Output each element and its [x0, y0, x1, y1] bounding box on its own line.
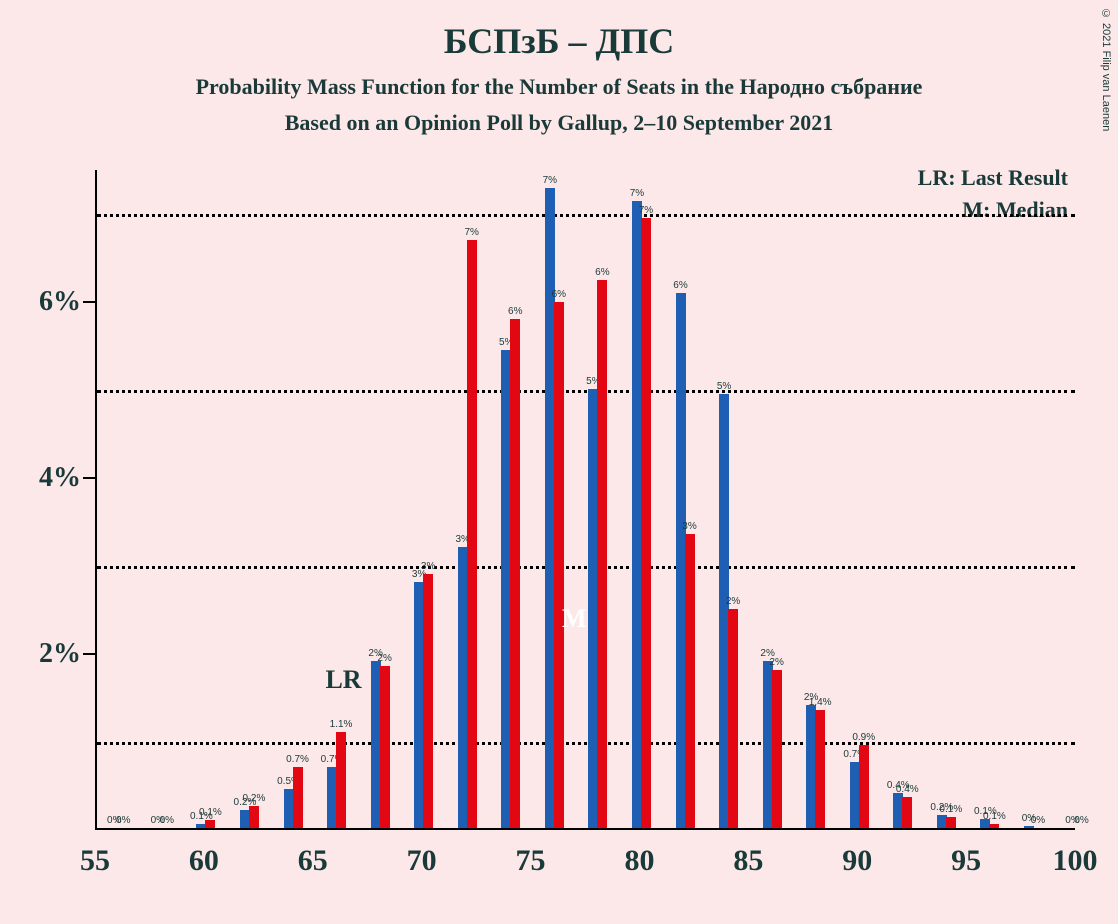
- bar-value-label: 0%: [116, 815, 130, 828]
- bar-red: 0.1%: [989, 824, 999, 828]
- chart-title: БСПзБ – ДПС: [30, 20, 1088, 62]
- chart-plot-area: 2%4%6% 556065707580859095100 0%0%0%0%0.1…: [95, 170, 1075, 830]
- bar-red: 0.2%: [249, 806, 259, 828]
- chart-subtitle-1: Probability Mass Function for the Number…: [30, 74, 1088, 100]
- chart-subtitle-2: Based on an Opinion Poll by Gallup, 2–10…: [30, 110, 1088, 136]
- bar-red: 2%: [772, 670, 782, 828]
- bar-red: 2%: [380, 666, 390, 828]
- bar-value-label: 0.2%: [243, 793, 266, 806]
- y-tick: [83, 653, 95, 655]
- x-axis-label: 60: [189, 844, 219, 878]
- bar-red: 6%: [597, 280, 607, 828]
- bar-red: 0.1%: [205, 820, 215, 828]
- bar-value-label: 7%: [543, 175, 557, 188]
- x-axis-label: 95: [951, 844, 981, 878]
- bar-value-label: 7%: [464, 227, 478, 240]
- bar-value-label: 2%: [726, 596, 740, 609]
- x-axis-label: 90: [842, 844, 872, 878]
- x-axis-label: 100: [1053, 844, 1098, 878]
- bar-red: 0.4%: [902, 797, 912, 828]
- bar-value-label: 0.1%: [983, 811, 1006, 824]
- bar-value-label: 0.9%: [852, 732, 875, 745]
- bar-red: 0.9%: [859, 745, 869, 828]
- y-tick: [83, 301, 95, 303]
- bar-value-label: 0.1%: [199, 807, 222, 820]
- x-axis-line: [95, 828, 1075, 830]
- bar-value-label: 0.4%: [896, 784, 919, 797]
- bar-value-label: 6%: [673, 280, 687, 293]
- y-axis-label: 6%: [1, 286, 81, 318]
- bar-value-label: 0%: [1074, 815, 1088, 828]
- bar-value-label: 3%: [682, 521, 696, 534]
- bar-value-label: 6%: [508, 306, 522, 319]
- annotation-median: M: [562, 604, 587, 634]
- x-axis-label: 80: [624, 844, 654, 878]
- bar-value-label: 7%: [639, 205, 653, 218]
- bar-value-label: 7%: [630, 188, 644, 201]
- bar-value-label: 2%: [769, 657, 783, 670]
- bar-red: 7%: [467, 240, 477, 828]
- y-axis-label: 2%: [1, 638, 81, 670]
- bar-red: 3%: [685, 534, 695, 828]
- bar-value-label: 2%: [377, 653, 391, 666]
- copyright-text: © 2021 Filip van Laenen: [1100, 8, 1112, 131]
- annotation-lr: LR: [325, 665, 361, 695]
- bar-value-label: 0%: [1031, 815, 1045, 828]
- bar-value-label: 1.4%: [809, 697, 832, 710]
- bar-red: 0.1%: [946, 817, 956, 828]
- bar-value-label: 3%: [421, 561, 435, 574]
- bar-red: 0.7%: [293, 767, 303, 828]
- bar-value-label: 6%: [595, 267, 609, 280]
- x-axis-label: 70: [407, 844, 437, 878]
- y-tick: [83, 477, 95, 479]
- x-axis-label: 75: [516, 844, 546, 878]
- y-axis-label: 4%: [1, 462, 81, 494]
- bars-container: 0%0%0%0%0.1%0.1%0.2%0.2%0.5%0.7%0.7%1.1%…: [97, 170, 1075, 828]
- bar-red: 1.1%: [336, 732, 346, 829]
- bar-value-label: 0.7%: [286, 754, 309, 767]
- bar-red: 6%: [554, 302, 564, 828]
- bar-value-label: 5%: [717, 381, 731, 394]
- bar-value-label: 0.1%: [939, 804, 962, 817]
- x-axis-label: 55: [80, 844, 110, 878]
- bar-red: 1.4%: [815, 710, 825, 828]
- bar-value-label: 6%: [552, 289, 566, 302]
- x-axis-label: 85: [733, 844, 763, 878]
- bar-red: 6%: [510, 319, 520, 828]
- x-axis-label: 65: [298, 844, 328, 878]
- bar-value-label: 0%: [160, 815, 174, 828]
- bar-value-label: 1.1%: [330, 719, 353, 732]
- chart-container: © 2021 Filip van Laenen БСПзБ – ДПС Prob…: [0, 0, 1118, 924]
- bar-red: 3%: [423, 574, 433, 828]
- bar-red: 7%: [641, 218, 651, 828]
- bar-red: 2%: [728, 609, 738, 828]
